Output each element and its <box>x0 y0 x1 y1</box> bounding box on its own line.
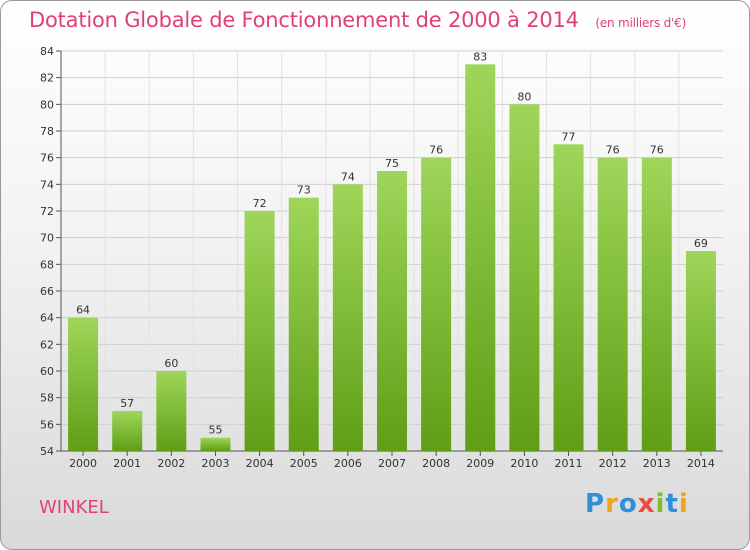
x-tick-label: 2001 <box>113 457 141 470</box>
data-label-2014: 69 <box>694 237 708 250</box>
x-tick-label: 2014 <box>687 457 715 470</box>
place-name: WINKEL <box>39 497 109 518</box>
bar-2000 <box>68 317 99 451</box>
x-tick-label: 2012 <box>599 457 627 470</box>
x-tick-label: 2004 <box>246 457 274 470</box>
data-label-2008: 76 <box>429 144 443 157</box>
y-tick-label: 74 <box>40 178 54 191</box>
bar-2006 <box>332 184 363 452</box>
data-label-2001: 57 <box>120 397 134 410</box>
x-tick-label: 2009 <box>466 457 494 470</box>
y-tick-label: 70 <box>40 232 54 245</box>
data-label-2010: 80 <box>517 90 531 103</box>
x-tick-label: 2008 <box>422 457 450 470</box>
y-tick-label: 64 <box>40 312 54 325</box>
x-tick-label: 2000 <box>69 457 97 470</box>
x-tick-label: 2007 <box>378 457 406 470</box>
bar-2012 <box>597 157 628 451</box>
chart-title: Dotation Globale de Fonctionnement de 20… <box>29 8 686 32</box>
bar-2005 <box>288 197 319 451</box>
data-label-2004: 72 <box>253 197 267 210</box>
chart-unit: (en milliers d'€) <box>595 16 687 30</box>
bar-2001 <box>112 411 143 451</box>
data-label-2002: 60 <box>164 357 178 370</box>
y-tick-label: 76 <box>40 152 54 165</box>
bar-2008 <box>421 157 452 451</box>
data-label-2011: 77 <box>562 130 576 143</box>
x-tick-label: 2011 <box>555 457 583 470</box>
bar-2010 <box>509 104 540 451</box>
y-tick-label: 82 <box>40 72 54 85</box>
data-label-2007: 75 <box>385 157 399 170</box>
bar-2002 <box>156 371 187 451</box>
data-label-2006: 74 <box>341 170 355 183</box>
data-label-2013: 76 <box>650 144 664 157</box>
y-tick-label: 66 <box>40 285 54 298</box>
bar-2004 <box>244 211 275 451</box>
data-label-2005: 73 <box>297 184 311 197</box>
x-tick-label: 2010 <box>510 457 538 470</box>
y-tick-label: 54 <box>40 445 54 458</box>
x-tick-label: 2003 <box>201 457 229 470</box>
bar-2003 <box>200 437 231 451</box>
y-tick-label: 84 <box>40 45 54 58</box>
y-tick-label: 80 <box>40 98 54 111</box>
y-tick-label: 58 <box>40 392 54 405</box>
bar-2013 <box>641 157 672 451</box>
x-tick-label: 2013 <box>643 457 671 470</box>
x-tick-label: 2002 <box>157 457 185 470</box>
bar-2011 <box>553 144 584 452</box>
y-tick-label: 60 <box>40 365 54 378</box>
y-tick-label: 68 <box>40 258 54 271</box>
bar-2009 <box>465 64 496 452</box>
data-label-2003: 55 <box>208 424 222 437</box>
y-tick-label: 56 <box>40 418 54 431</box>
chart-title-text: Dotation Globale de Fonctionnement de 20… <box>29 8 579 32</box>
bar-2014 <box>685 251 716 451</box>
x-tick-label: 2005 <box>290 457 318 470</box>
y-tick-label: 78 <box>40 125 54 138</box>
y-tick-label: 72 <box>40 205 54 218</box>
y-tick-label: 62 <box>40 338 54 351</box>
data-label-2009: 83 <box>473 50 487 63</box>
bar-2007 <box>377 171 407 451</box>
data-label-2000: 64 <box>76 304 90 317</box>
proxiti-logo: Proxiti <box>585 489 689 519</box>
x-tick-label: 2006 <box>334 457 362 470</box>
data-label-2012: 76 <box>606 144 620 157</box>
